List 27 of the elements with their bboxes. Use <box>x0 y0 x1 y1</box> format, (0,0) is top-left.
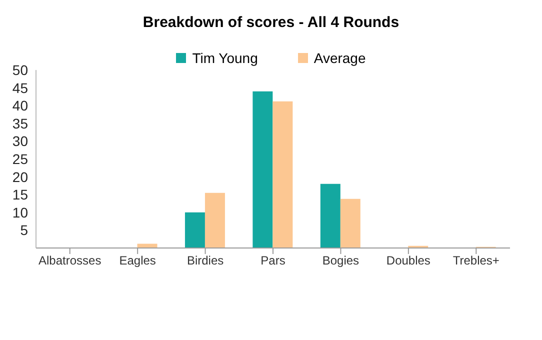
y-tick-label: 5 <box>20 222 28 238</box>
y-tick-label: 45 <box>12 80 28 96</box>
bar <box>137 244 158 248</box>
x-tick-label: Eagles <box>119 254 156 268</box>
x-tick-label: Birdies <box>186 254 224 268</box>
bar <box>340 198 360 248</box>
y-tick-label: 35 <box>12 115 28 132</box>
x-tick-label: Bogies <box>322 254 360 268</box>
y-tick-label: 25 <box>12 150 28 167</box>
x-tick-label: Trebles+ <box>452 254 500 268</box>
y-tick-label: 40 <box>12 98 28 114</box>
chart-title: Breakdown of scores - All 4 Rounds <box>142 14 400 31</box>
legend-label: Average <box>312 50 366 66</box>
x-tick-label: Doubles <box>386 254 430 268</box>
bar <box>252 91 273 248</box>
y-tick-label: 20 <box>12 168 28 185</box>
y-tick-label: 10 <box>12 204 28 220</box>
x-tick-label: Albatrosses <box>38 254 102 268</box>
bar <box>320 184 340 248</box>
y-tick-label: 30 <box>12 133 28 150</box>
bar <box>204 192 225 248</box>
x-tick-label: Pars <box>260 254 286 268</box>
y-tick-label: 50 <box>12 62 28 78</box>
bar <box>272 101 293 248</box>
bar <box>184 212 205 248</box>
y-tick-label: 15 <box>12 186 28 203</box>
legend-label: Tim Young <box>191 50 258 66</box>
